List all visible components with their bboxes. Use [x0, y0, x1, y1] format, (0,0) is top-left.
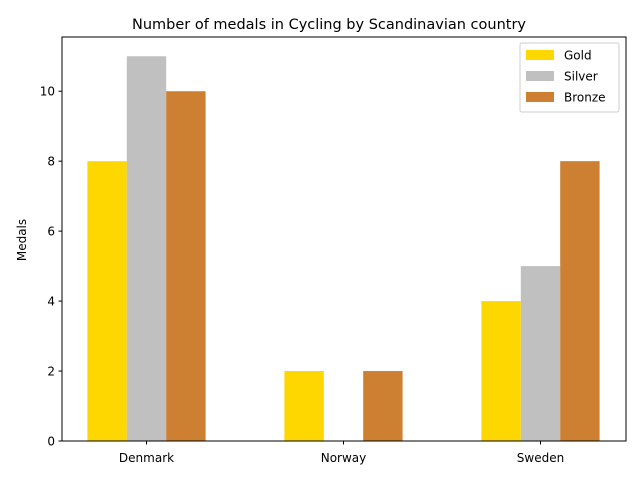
- y-tick-label: 10: [40, 85, 55, 99]
- bar-gold-norway: [284, 371, 324, 441]
- x-axis: Denmark Norway Sweden: [119, 441, 564, 465]
- y-tick-label: 2: [47, 365, 55, 379]
- legend-swatch-bronze: [526, 92, 554, 102]
- legend-label-silver: Silver: [564, 70, 598, 84]
- y-tick-label: 6: [47, 225, 55, 239]
- legend-swatch-gold: [526, 50, 554, 60]
- legend-swatch-silver: [526, 71, 554, 81]
- bar-bronze-norway: [363, 371, 403, 441]
- x-tick-label: Norway: [321, 451, 367, 465]
- legend: Gold Silver Bronze: [519, 42, 620, 113]
- legend-label-bronze: Bronze: [564, 91, 606, 105]
- bar-gold-sweden: [481, 301, 521, 441]
- y-axis: 0 2 4 6 8 10: [40, 85, 62, 449]
- y-axis-label: Medals: [15, 219, 29, 261]
- bars-group: [87, 56, 600, 442]
- x-tick-label: Denmark: [119, 451, 174, 465]
- x-tick-label: Sweden: [517, 451, 564, 465]
- y-tick-label: 8: [47, 155, 55, 169]
- legend-label-gold: Gold: [564, 49, 592, 63]
- y-tick-label: 0: [47, 435, 55, 449]
- bar-silver-sweden: [520, 266, 561, 441]
- bar-bronze-sweden: [560, 161, 600, 442]
- bar-gold-denmark: [87, 161, 127, 442]
- y-tick-label: 4: [47, 295, 55, 309]
- bar-silver-denmark: [126, 56, 167, 442]
- bar-bronze-denmark: [166, 91, 206, 441]
- chart-title: Number of medals in Cycling by Scandinav…: [132, 17, 526, 33]
